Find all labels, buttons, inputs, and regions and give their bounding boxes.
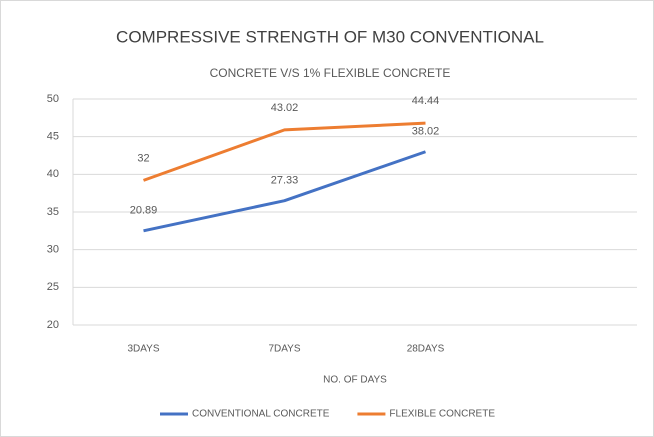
point-annotation: 32	[137, 152, 149, 164]
x-axis-title: NO. OF DAYS	[323, 375, 387, 386]
y-tick-label: 40	[47, 168, 59, 180]
point-annotation: 44.44	[412, 95, 440, 107]
point-annotation: 27.33	[271, 175, 299, 187]
y-tick-label: 30	[47, 244, 59, 256]
series-line	[143, 150, 426, 233]
point-annotation: 43.02	[271, 102, 299, 114]
y-tick-label: 45	[47, 131, 59, 143]
chart-subtitle: CONCRETE V/S 1% FLEXIBLE CONCRETE	[210, 66, 451, 80]
point-annotation: 38.02	[412, 126, 440, 138]
y-tick-label: 25	[47, 281, 59, 293]
y-tick-label: 20	[47, 319, 59, 331]
x-tick-label: 7DAYS	[268, 344, 300, 355]
y-tick-label: 35	[47, 206, 59, 218]
x-tick-label: 28DAYS	[407, 344, 445, 355]
legend-label: CONVENTIONAL CONCRETE	[192, 409, 330, 420]
legend-label: FLEXIBLE CONCRETE	[389, 409, 495, 420]
point-annotation: 20.89	[130, 205, 158, 217]
x-tick-label: 3DAYS	[127, 344, 159, 355]
series-line	[142, 121, 426, 182]
y-tick-label: 50	[47, 93, 59, 105]
chart-title: COMPRESSIVE STRENGTH OF M30 CONVENTIONAL	[116, 27, 544, 46]
